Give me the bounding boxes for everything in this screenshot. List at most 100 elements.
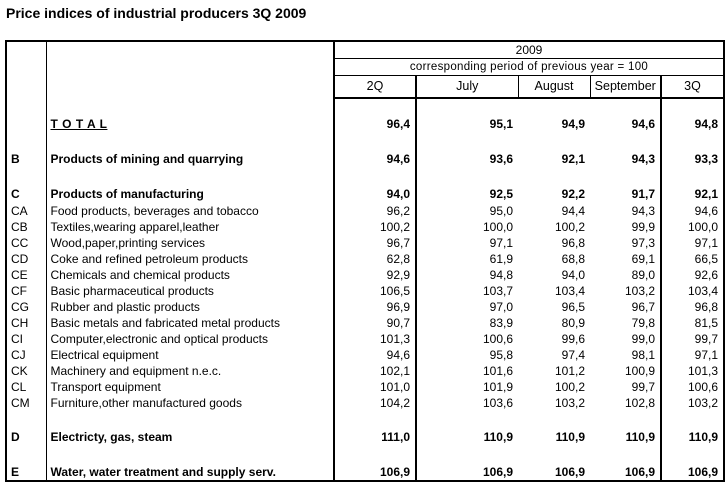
row-value-september: [590, 411, 662, 428]
row-name: Computer,electronic and optical products: [46, 331, 335, 347]
spacer-row: [6, 168, 724, 185]
row-value-2q: [334, 133, 417, 150]
table-row: CL Transport equipment 101,0 101,9 100,2 99,7…: [6, 379, 724, 395]
row-value-2q: 96,9: [334, 299, 417, 315]
row-name: T O T A L: [46, 115, 335, 133]
row-value-2q: [334, 98, 417, 115]
table-row: B Products of mining and quarrying 94,6 93,…: [6, 150, 724, 168]
header-row-note: corresponding period of previous year = …: [6, 58, 725, 76]
row-name: Basic pharmaceutical products: [46, 283, 335, 299]
row-value-3q: 110,9: [688, 430, 719, 444]
table-body: T O T A L 96,4 95,1 94,9 94,6 94,8 B Products o…: [6, 98, 724, 481]
row-code: B: [6, 150, 47, 168]
header-note: corresponding period of previous year = …: [332, 58, 725, 76]
row-value-2q: 90,7: [334, 315, 417, 331]
row-value-september: 94,3: [590, 203, 662, 219]
row-value-august: 94,9: [561, 117, 585, 131]
row-name: [46, 446, 335, 463]
column-header-2q: 2Q: [334, 75, 416, 99]
column-header-september: September: [589, 75, 661, 99]
row-code: CB: [6, 219, 47, 235]
row-value-2q: 101,0: [334, 379, 417, 395]
row-name: Products of manufacturing: [46, 185, 335, 203]
row-value-2q: 111,0: [334, 428, 417, 446]
row-value-3q: 66,5: [694, 252, 719, 266]
row-value-3q: 96,8: [694, 300, 719, 314]
row-name: [46, 98, 335, 115]
row-value-september: 94,3: [590, 150, 662, 168]
row-value-july: [416, 133, 518, 150]
row-name: Chemicals and chemical products: [46, 267, 335, 283]
row-value-september: [590, 168, 662, 185]
spacer-row: [6, 133, 724, 150]
row-name: Machinery and equipment n.e.c.: [46, 363, 335, 379]
spacer-row: [6, 411, 724, 428]
header-year: 2009: [332, 41, 725, 59]
row-value-3q: 99,7: [694, 332, 719, 346]
row-value-july: 100,6: [482, 332, 513, 346]
row-value-2q: [334, 446, 417, 463]
row-value-september: 103,2: [590, 283, 662, 299]
table-row: T O T A L 96,4 95,1 94,9 94,6 94,8: [6, 115, 724, 133]
row-value-3q: 93,3: [694, 152, 719, 166]
row-value-july: [416, 98, 518, 115]
row-value-september: [590, 446, 662, 463]
row-value-july: 94,8: [489, 268, 513, 282]
row-value-august: [518, 411, 590, 428]
row-name: Products of mining and quarrying: [46, 150, 335, 168]
row-value-3q: [661, 411, 724, 428]
row-value-3q: 94,8: [694, 117, 719, 131]
row-name: [46, 133, 335, 150]
row-name: Rubber and plastic products: [46, 299, 335, 315]
table-row: CJ Electrical equipment 94,6 95,8 97,4 98,1 97…: [6, 347, 724, 363]
row-name: [46, 168, 335, 185]
price-index-table: 2009 corresponding period of previous ye…: [5, 40, 726, 482]
row-value-august: 92,1: [561, 152, 585, 166]
row-value-september: 99,9: [590, 219, 662, 235]
row-value-2q: 94,6: [334, 150, 417, 168]
page-title: Price indices of industrial producers 3Q…: [6, 5, 307, 21]
row-value-july: [416, 411, 518, 428]
row-value-september: 99,0: [590, 331, 662, 347]
row-code: CF: [6, 283, 47, 299]
row-value-august: 103,2: [554, 396, 585, 410]
row-value-august: [518, 133, 590, 150]
row-value-2q: 94,6: [334, 347, 417, 363]
row-value-august: [518, 168, 590, 185]
row-code: CE: [6, 267, 47, 283]
table-row: CD Coke and refined petroleum products 62,…: [6, 251, 724, 267]
row-value-september: 97,3: [590, 235, 662, 251]
table-row: CF Basic pharmaceutical products 106,5 103,…: [6, 283, 724, 299]
row-value-september: 69,1: [590, 251, 662, 267]
row-value-2q: 106,5: [334, 283, 417, 299]
row-name: Electricty, gas, steam: [46, 428, 335, 446]
row-code: [6, 133, 47, 150]
row-value-july: 83,9: [489, 316, 513, 330]
row-name: Water, water treatment and supply serv.: [46, 463, 335, 481]
row-name: Textiles,wearing apparel,leather: [46, 219, 335, 235]
table-row: CA Food products, beverages and tobacco 96…: [6, 203, 724, 219]
row-value-2q: [334, 411, 417, 428]
row-value-3q: 81,5: [694, 316, 719, 330]
table-row: CE Chemicals and chemical products 92,9 94,…: [6, 267, 724, 283]
row-value-august: 106,9: [554, 464, 585, 479]
table-row: E Water, water treatment and supply serv.…: [6, 463, 724, 481]
row-code: E: [6, 463, 47, 481]
table-row: CB Textiles,wearing apparel,leather 100,2 1…: [6, 219, 724, 235]
row-value-july: 103,7: [482, 284, 513, 298]
row-code: [6, 411, 47, 428]
row-value-august: 94,0: [561, 268, 585, 282]
row-value-3q: 101,3: [688, 364, 719, 378]
row-name: Coke and refined petroleum products: [46, 251, 335, 267]
row-value-july: 93,6: [489, 152, 513, 166]
spacer-row: [6, 446, 724, 463]
row-value-3q: [661, 446, 724, 463]
row-value-september: 96,7: [590, 299, 662, 315]
row-name: Electrical equipment: [46, 347, 335, 363]
row-value-august: 100,2: [554, 380, 585, 394]
row-value-3q: 103,4: [688, 284, 719, 298]
row-code: D: [6, 428, 47, 446]
row-value-3q: 94,6: [694, 204, 719, 218]
row-value-3q: 92,1: [694, 187, 719, 201]
row-code: CD: [6, 251, 47, 267]
